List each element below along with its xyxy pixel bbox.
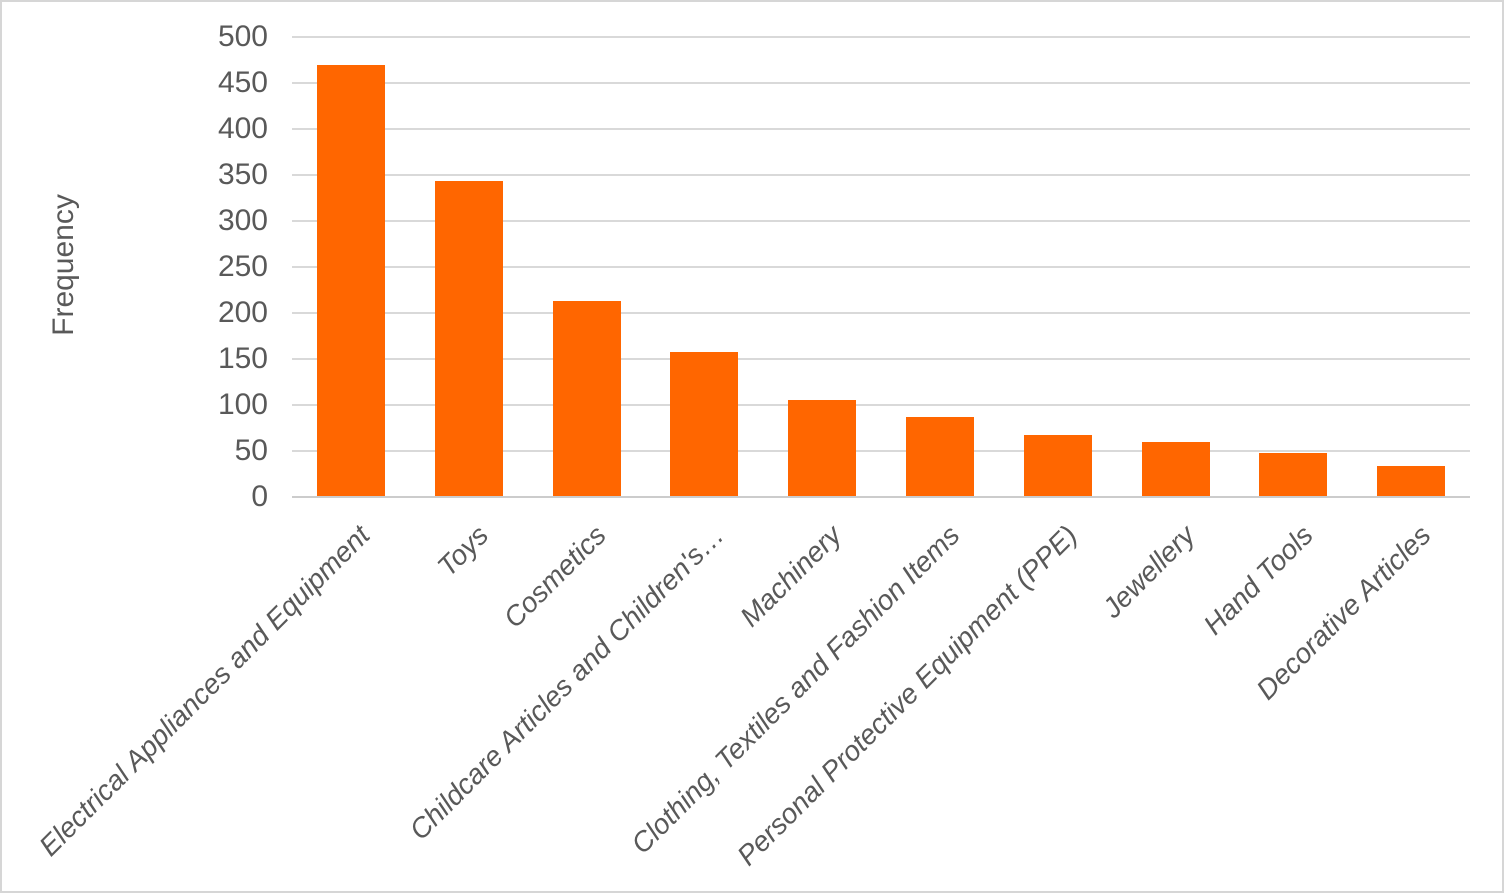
- y-tick-label: 0: [251, 480, 268, 513]
- y-tick-label: 450: [217, 66, 268, 99]
- bar: [1023, 435, 1092, 497]
- gridline: [292, 220, 1470, 222]
- x-category-label: Cosmetics: [497, 519, 612, 634]
- bar: [905, 416, 974, 497]
- y-tick-label: 200: [217, 296, 268, 329]
- bar: [316, 64, 385, 497]
- y-tick-label: 350: [217, 158, 268, 191]
- x-category-label: Hand Tools: [1197, 519, 1319, 641]
- plot-area: [292, 36, 1470, 498]
- x-axis-line: [292, 496, 1470, 498]
- bar: [1141, 441, 1210, 497]
- gridline: [292, 36, 1470, 38]
- x-category-label: Jewellery: [1096, 519, 1201, 624]
- y-tick-label: 250: [217, 250, 268, 283]
- gridline: [292, 128, 1470, 130]
- bar: [1377, 465, 1446, 497]
- bar: [434, 181, 503, 497]
- gridline: [292, 82, 1470, 84]
- gridline: [292, 312, 1470, 314]
- y-tick-label: 400: [217, 112, 268, 145]
- y-tick-label: 50: [234, 434, 268, 467]
- y-tick-label: 500: [217, 20, 268, 53]
- x-category-label: Machinery: [734, 519, 848, 633]
- x-category-label: Electrical Appliances and Equipment: [33, 519, 377, 862]
- y-tick-label: 300: [217, 204, 268, 237]
- gridline: [292, 174, 1470, 176]
- bar: [552, 301, 621, 497]
- gridline: [292, 450, 1470, 452]
- y-tick-label: 150: [217, 342, 268, 375]
- y-tick-label: 100: [217, 388, 268, 421]
- bar: [788, 400, 857, 497]
- bar: [670, 351, 739, 497]
- gridline: [292, 266, 1470, 268]
- bar: [1259, 452, 1328, 497]
- x-category-label: Toys: [430, 519, 494, 583]
- gridline: [292, 404, 1470, 406]
- gridline: [292, 358, 1470, 360]
